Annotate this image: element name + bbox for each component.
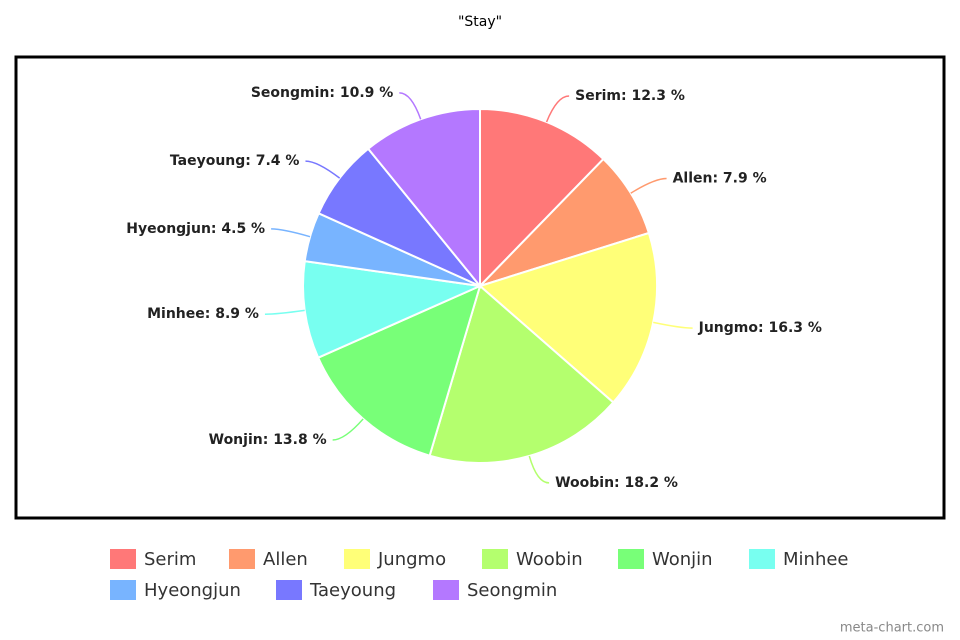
legend-label: Minhee: [783, 549, 849, 570]
leader-line: [545, 95, 570, 123]
legend-swatch: [344, 549, 370, 569]
legend-swatch: [110, 549, 136, 569]
legend-swatch: [749, 549, 775, 569]
legend-swatch: [276, 580, 302, 600]
legend-label: Serim: [144, 549, 196, 570]
legend-swatch: [482, 549, 508, 569]
data-label: Serim: 12.3 %: [575, 88, 685, 104]
leader-line: [653, 321, 693, 329]
leader-line: [630, 177, 667, 194]
leader-line: [271, 228, 311, 238]
legend-swatch: [229, 549, 255, 569]
legend-label: Allen: [263, 549, 308, 570]
pie-slice: [479, 107, 605, 289]
legend-swatch: [433, 580, 459, 600]
watermark: meta-chart.com: [840, 621, 944, 636]
pie-slice: [302, 259, 484, 360]
data-label: Wonjin: 13.8 %: [209, 432, 327, 448]
legend-label: Wonjin: [652, 549, 713, 570]
data-label: Hyeongjun: 4.5 %: [126, 221, 265, 237]
legend-label: Woobin: [516, 549, 583, 570]
leader-line: [332, 418, 364, 441]
pie-slice: [316, 284, 482, 457]
legend-label: Hyeongjun: [144, 580, 241, 601]
legend-swatch: [618, 549, 644, 569]
leader-line: [399, 92, 422, 120]
pie-slice: [366, 107, 481, 289]
pie-slice: [477, 231, 658, 404]
leader-line: [528, 455, 550, 484]
legend-label: Seongmin: [467, 580, 557, 601]
pie-slice: [428, 284, 615, 464]
data-label: Jungmo: 16.3 %: [698, 320, 822, 336]
legend-label: Taeyoung: [309, 580, 396, 601]
data-label: Minhee: 8.9 %: [147, 306, 259, 322]
data-label: Taeyoung: 7.4 %: [170, 153, 300, 169]
leader-line: [305, 160, 341, 179]
legend-swatch: [110, 580, 136, 600]
data-label: Seongmin: 10.9 %: [251, 85, 393, 101]
data-label: Woobin: 18.2 %: [555, 475, 678, 491]
data-label: Allen: 7.9 %: [673, 171, 767, 187]
chart-title: "Stay": [458, 14, 502, 30]
leader-line: [264, 309, 305, 315]
legend-label: Jungmo: [377, 549, 446, 570]
